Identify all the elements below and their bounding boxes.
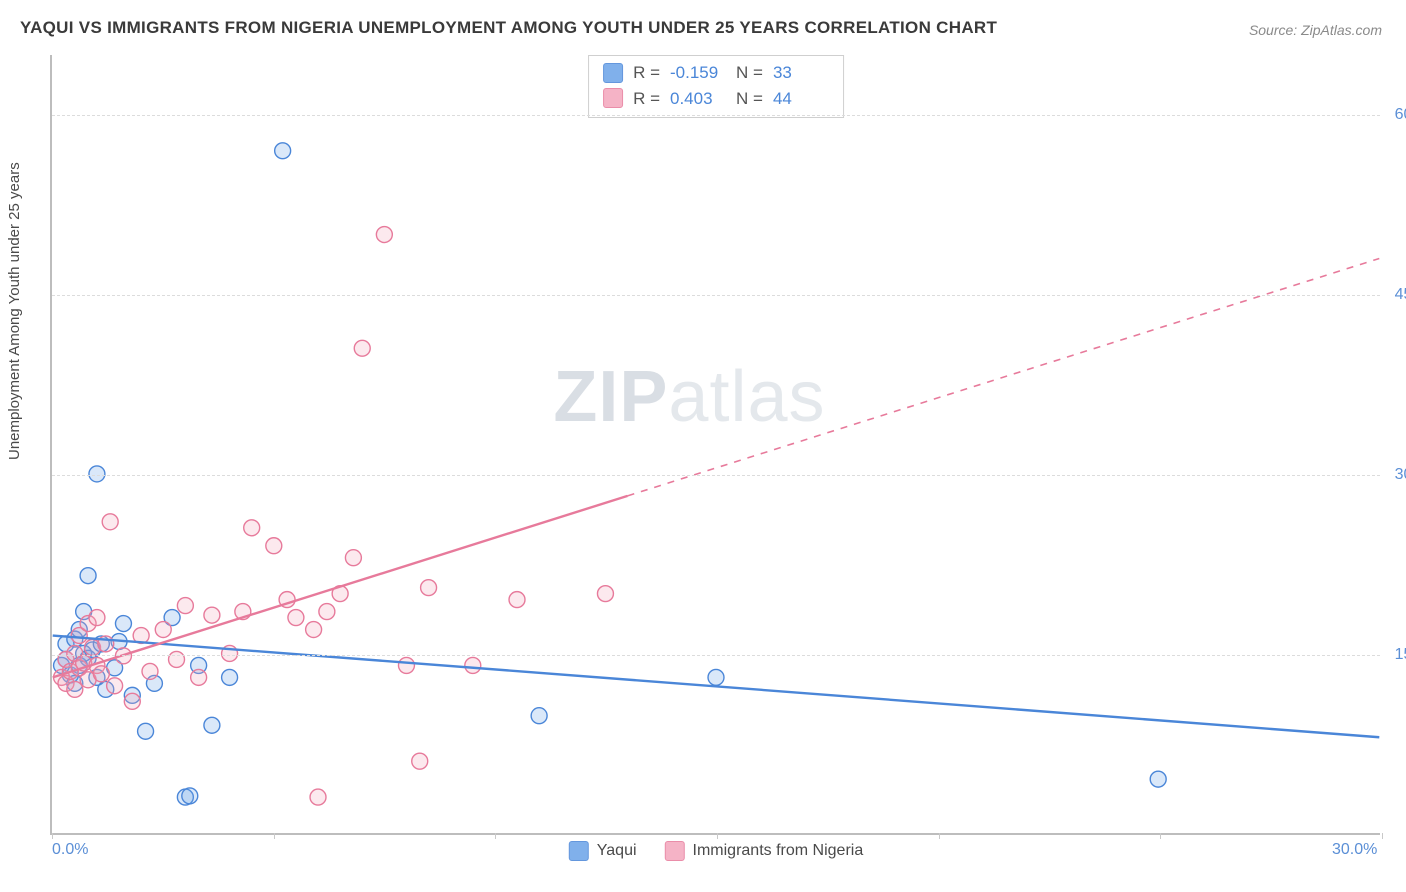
data-point [288, 610, 304, 626]
data-point [345, 550, 361, 566]
y-tick-label: 45.0% [1395, 286, 1406, 304]
legend-swatch-2 [665, 841, 685, 861]
data-point [124, 693, 140, 709]
source-attribution: Source: ZipAtlas.com [1249, 22, 1382, 38]
data-point [169, 651, 185, 667]
data-point [142, 663, 158, 679]
data-point [155, 622, 171, 638]
trend-line [53, 636, 1380, 738]
data-point [509, 592, 525, 608]
legend-item-1: Yaqui [569, 841, 637, 861]
scatter-svg [52, 55, 1380, 833]
data-point [204, 717, 220, 733]
data-point [310, 789, 326, 805]
data-point [138, 723, 154, 739]
x-tick-mark [717, 833, 718, 839]
data-point [319, 604, 335, 620]
data-point [708, 669, 724, 685]
x-tick-mark [274, 833, 275, 839]
data-point [306, 622, 322, 638]
data-point [107, 678, 123, 694]
legend-label-2: Immigrants from Nigeria [693, 842, 864, 860]
data-point [182, 788, 198, 804]
data-point [93, 666, 109, 682]
data-point [421, 580, 437, 596]
gridline [52, 115, 1380, 116]
data-point [398, 657, 414, 673]
data-point [531, 708, 547, 724]
y-tick-label: 30.0% [1395, 466, 1406, 484]
y-tick-label: 15.0% [1395, 646, 1406, 664]
data-point [115, 616, 131, 632]
data-point [244, 520, 260, 536]
legend-item-2: Immigrants from Nigeria [665, 841, 864, 861]
data-point [204, 607, 220, 623]
gridline [52, 475, 1380, 476]
x-tick-mark [939, 833, 940, 839]
data-point [597, 586, 613, 602]
gridline [52, 655, 1380, 656]
y-axis-label: Unemployment Among Youth under 25 years [6, 162, 23, 460]
x-tick-label: 0.0% [52, 841, 88, 859]
data-point [275, 143, 291, 159]
x-tick-mark [52, 833, 53, 839]
data-point [177, 598, 193, 614]
x-tick-mark [1382, 833, 1383, 839]
data-point [266, 538, 282, 554]
data-point [465, 657, 481, 673]
data-point [1150, 771, 1166, 787]
data-point [354, 340, 370, 356]
x-tick-mark [1160, 833, 1161, 839]
data-point [222, 669, 238, 685]
chart-plot-area: ZIPatlas R = -0.159 N = 33 R = 0.403 N =… [50, 55, 1380, 835]
data-point [89, 466, 105, 482]
y-tick-label: 60.0% [1395, 106, 1406, 124]
legend-label-1: Yaqui [597, 842, 637, 860]
data-point [89, 610, 105, 626]
x-tick-mark [495, 833, 496, 839]
data-point [102, 514, 118, 530]
legend-swatch-1 [569, 841, 589, 861]
data-point [191, 669, 207, 685]
data-point [80, 568, 96, 584]
gridline [52, 295, 1380, 296]
data-point [412, 753, 428, 769]
chart-title: YAQUI VS IMMIGRANTS FROM NIGERIA UNEMPLO… [20, 18, 997, 38]
data-point [376, 227, 392, 243]
x-tick-label: 30.0% [1332, 841, 1377, 859]
bottom-legend: Yaqui Immigrants from Nigeria [569, 841, 863, 861]
trend-line [53, 496, 628, 678]
